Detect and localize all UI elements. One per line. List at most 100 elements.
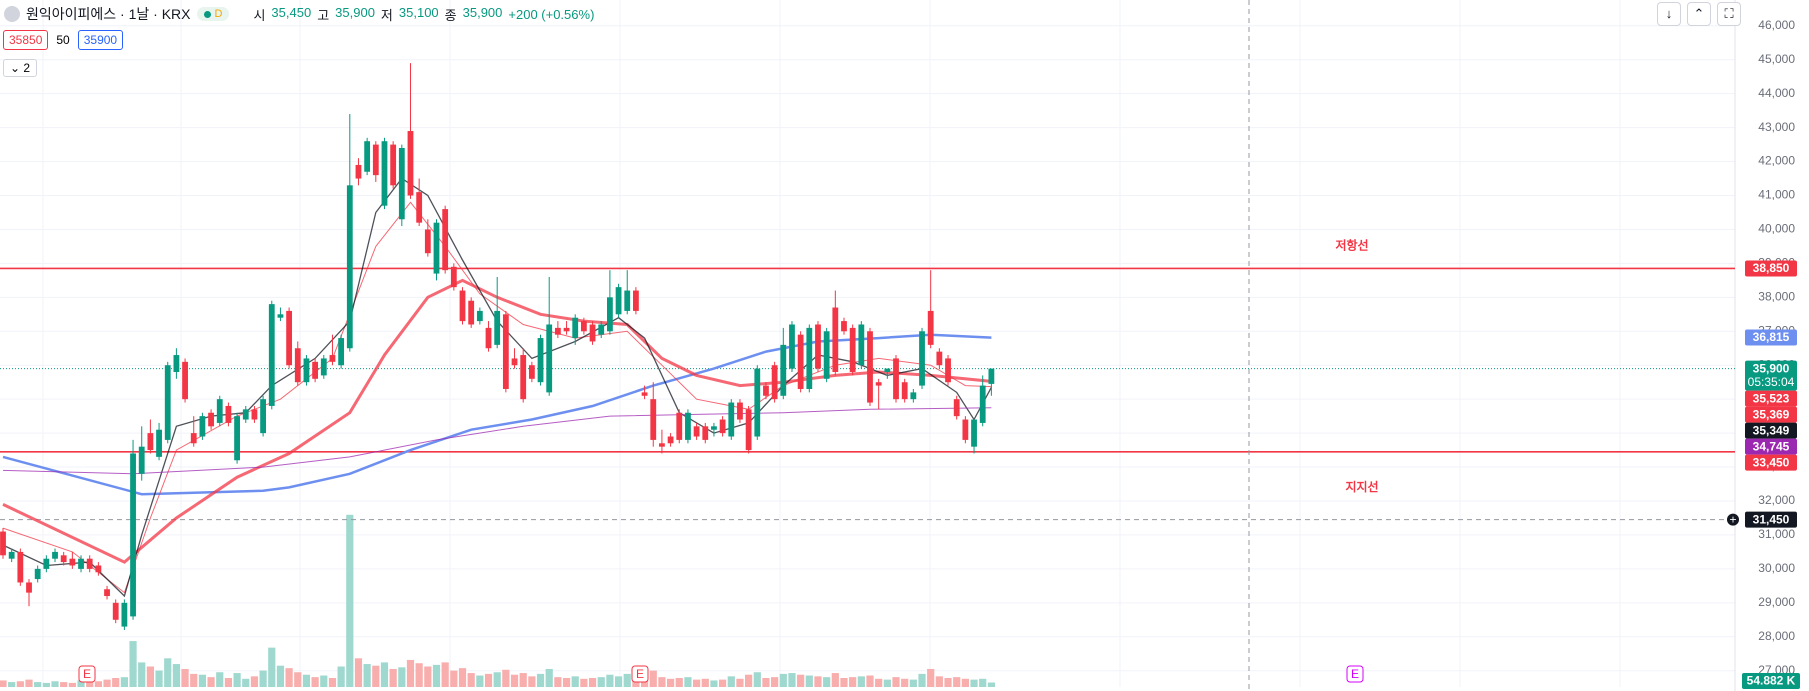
candle-body: [78, 558, 84, 569]
candle-body: [607, 297, 613, 332]
volume-bar: [103, 679, 111, 687]
candle-body: [268, 304, 275, 406]
candle-body: [823, 331, 830, 379]
volume-bar: [771, 677, 779, 687]
crosshair-add[interactable]: [1727, 513, 1739, 526]
volume-bar: [216, 672, 224, 687]
collapse-button[interactable]: ⌃: [1687, 2, 1711, 26]
input[interactable]: 35850: [3, 30, 49, 50]
candle-body: [589, 324, 596, 342]
price-badge-label: 35,900: [1753, 361, 1790, 375]
price-badge: [1745, 438, 1797, 455]
price-badge-label: 35,369: [1753, 407, 1790, 421]
candle-body: [936, 351, 943, 366]
candle-body: [190, 433, 197, 444]
badge-text: D: [214, 8, 223, 20]
ohlc-value: 35,450: [271, 4, 312, 20]
fullscreen-button[interactable]: ⛶: [1717, 2, 1741, 26]
annotation: 지지선: [1345, 479, 1378, 494]
candle-body: [251, 409, 258, 420]
candle-body: [962, 419, 969, 440]
candle-body: [849, 327, 856, 373]
candle-body: [693, 426, 700, 437]
candle-body: [338, 338, 345, 366]
volume-bar: [484, 673, 493, 687]
volume-bar: [545, 668, 553, 687]
y-tick-label: 43,000: [1758, 120, 1795, 134]
candle-body: [615, 287, 622, 315]
header: 원익아이피에스 · 1날 · KRX D 시 35,450 고 35,900 저 35,1…: [4, 4, 594, 24]
download-button[interactable]: ↓: [1657, 2, 1681, 26]
volume-bar: [614, 676, 623, 687]
y-tick-label: 42,000: [1758, 154, 1795, 168]
price-badge: [1745, 511, 1797, 528]
y-tick-label: 46,000: [1758, 18, 1795, 32]
candle-body: [60, 555, 67, 563]
candle-body: [754, 368, 761, 437]
candle-body: [641, 392, 648, 396]
candle-body: [546, 324, 553, 393]
price-badge-label: 35,523: [1753, 391, 1790, 405]
candle-body: [511, 358, 518, 366]
volume-bar: [16, 681, 24, 687]
volume-bar: [146, 666, 154, 687]
candle-body: [502, 314, 509, 389]
candle-body: [398, 147, 405, 220]
ma-line: [2, 201, 992, 594]
volume-bar: [94, 681, 102, 687]
y-tick-label: 41,000: [1758, 188, 1795, 202]
candle-body: [537, 338, 544, 383]
candle-body: [910, 392, 917, 400]
volume-bar: [389, 668, 397, 687]
input[interactable]: 35900: [77, 30, 124, 50]
volume-bar: [129, 641, 137, 687]
ma-line: [2, 177, 992, 598]
candle-body: [832, 307, 839, 373]
event-marker: [631, 665, 649, 683]
input[interactable]: 50: [56, 33, 70, 47]
candle-body: [789, 324, 795, 369]
candle-body: [563, 327, 570, 332]
y-tick-label: 32,000: [1758, 493, 1795, 507]
volume-bar: [762, 677, 770, 687]
volume-bar: [337, 666, 345, 687]
candle-body: [424, 229, 431, 254]
candle-body: [286, 310, 293, 366]
candle-body: [893, 358, 899, 400]
price-badge-label: 31,450: [1753, 512, 1790, 526]
candle-body: [329, 355, 336, 362]
candle-body: [86, 558, 93, 569]
volume-bar: [623, 673, 631, 687]
volume-bar: [857, 676, 865, 687]
volume-bar: [649, 670, 657, 687]
candle-body: [659, 443, 665, 447]
y-tick-label: 29,000: [1758, 595, 1795, 609]
candle-body: [971, 419, 977, 447]
symbol-title[interactable]: 원익아이피에스 · 1날 · KRX: [26, 6, 191, 22]
price-badge: [1745, 406, 1797, 423]
volume-bar: [736, 678, 744, 687]
ma-line: [2, 278, 992, 564]
crosshair-plus: +: [1729, 512, 1736, 526]
candle-body: [416, 192, 423, 223]
price-badge: [1745, 260, 1797, 277]
volume-bar: [51, 681, 59, 687]
volume-bar: [77, 680, 85, 687]
candle-body: [34, 568, 41, 580]
event-label: E: [83, 667, 91, 681]
candle-body: [901, 382, 908, 400]
volume-bar: [181, 668, 189, 687]
candle-body: [199, 416, 206, 437]
volume-bar: [8, 682, 16, 687]
candle-body: [442, 209, 449, 271]
candle-body: [433, 222, 440, 274]
volume-bar: [953, 677, 961, 687]
collapse-button[interactable]: ⌄ 2: [3, 59, 38, 77]
candle-body: [476, 310, 483, 322]
candle-body: [216, 399, 223, 423]
volume-bar: [684, 677, 692, 687]
volume-bar: [588, 677, 597, 687]
volume-bar: [424, 666, 432, 687]
